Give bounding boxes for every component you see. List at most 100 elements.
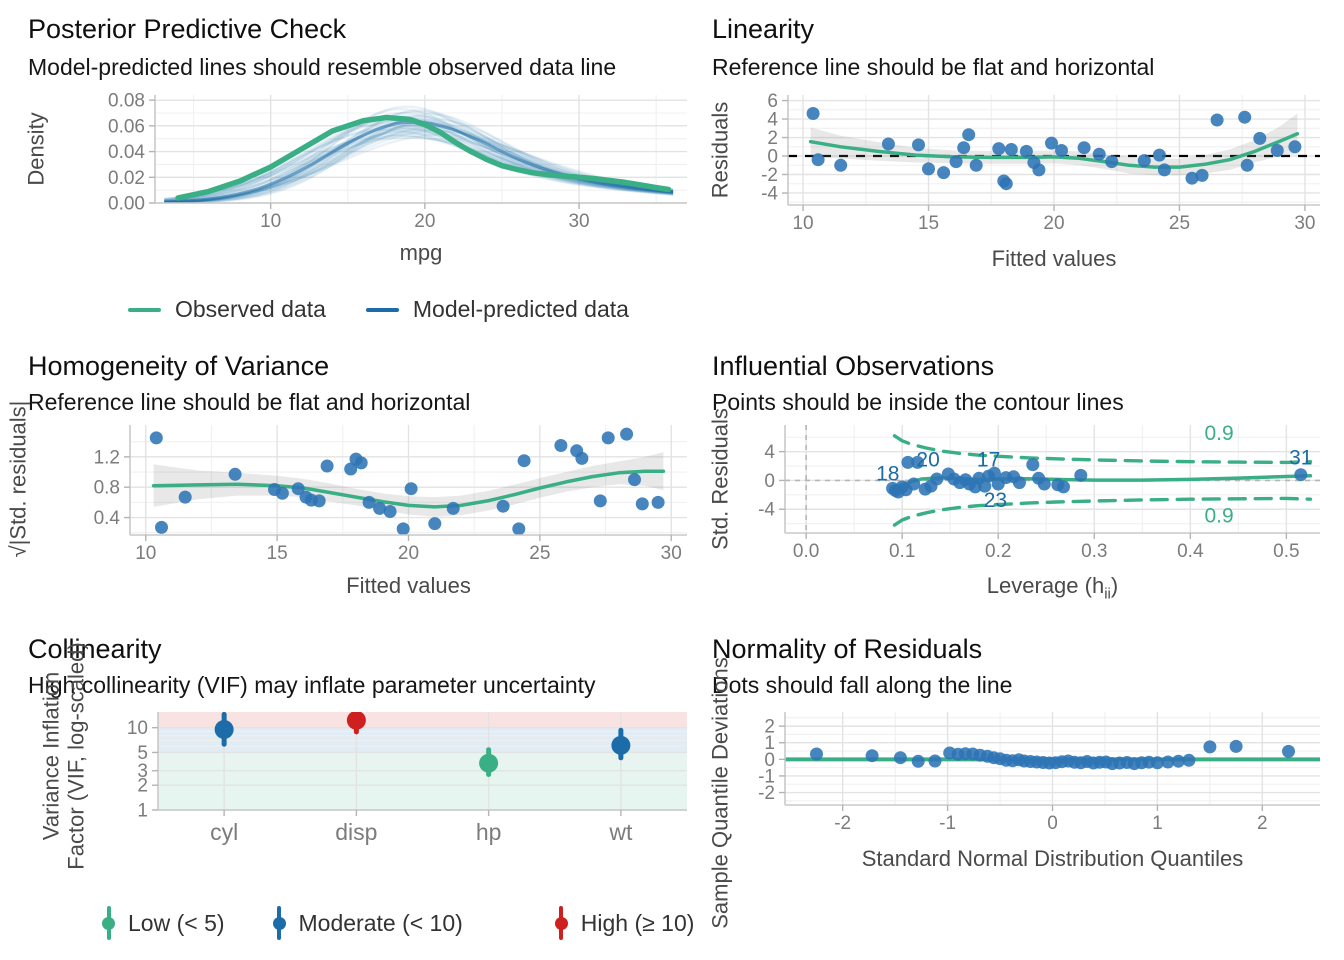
svg-text:wt: wt [608,819,633,845]
homogeneity-plot: 10 15 20 25 30 1.2 0.8 0.4 [94,425,687,564]
svg-text:6: 6 [767,91,778,112]
panel-homogeneity-of-variance: 10 15 20 25 30 1.2 0.8 0.4 Homogeneity of Varia… [0,345,700,628]
ppc-plot: 10 20 30 0.08 0.06 0.04 0.02 0.00 [108,91,687,232]
svg-text:0.0: 0.0 [793,541,819,562]
panel-normality-of-residuals: -2 -1 0 1 2 2 1 0 -1 -2 Normality of Residuals Do… [700,628,1344,960]
panel-title: Influential Observations [712,351,995,381]
y-axis-label: Density [23,112,49,186]
y-axis-label: Variance Inflation Factor (VIF, log-scal… [38,642,89,870]
svg-text:0.2: 0.2 [985,541,1011,562]
panel-subtitle: Reference line should be flat and horizo… [28,389,471,415]
svg-text:0.04: 0.04 [108,142,145,163]
svg-text:5: 5 [137,743,148,764]
panel-subtitle: Dots should fall along the line [712,672,1013,698]
svg-text:-4: -4 [758,500,775,521]
x-axis-label: Fitted values [991,246,1117,271]
svg-text:2: 2 [767,128,778,149]
legend-label: Observed data [175,296,326,322]
svg-text:cyl: cyl [210,819,238,845]
svg-text:0.1: 0.1 [889,541,915,562]
collinearity-plot: cyl disp hp wt 10 532 1 [127,712,687,845]
panel-title: Linearity [712,14,815,44]
svg-text:1.2: 1.2 [94,447,120,468]
model-predicted-line-swatch [365,307,399,312]
svg-text:23: 23 [984,489,1007,512]
legend-label: Low (< 5) [128,909,225,936]
svg-text:0.08: 0.08 [108,91,145,112]
svg-text:0.06: 0.06 [108,116,145,137]
svg-text:1: 1 [1152,813,1163,834]
high-pointrange-swatch [554,906,568,940]
svg-text:0.4: 0.4 [1177,541,1204,562]
panel-title: Normality of Residuals [712,634,983,664]
svg-text:30: 30 [1294,213,1315,234]
panel-subtitle: Model-predicted lines should resemble ob… [28,54,617,80]
svg-text:-4: -4 [761,183,778,204]
legend-label: Model-predicted data [412,296,629,322]
svg-text:0.5: 0.5 [1273,541,1299,562]
x-axis-label: Leverage (hii) [986,573,1119,603]
svg-text:0.3: 0.3 [1081,541,1107,562]
panel-collinearity: cyl disp hp wt 10 5 3 2 1 Collinearity High coll… [0,628,700,960]
y-axis-label: √|Std. residuals| [5,400,31,558]
low-pointrange-swatch [102,906,115,940]
svg-text:0.9: 0.9 [1204,422,1233,445]
legend-item-moderate: Moderate (< 10) [272,906,463,940]
svg-text:-2: -2 [761,165,778,186]
svg-text:10: 10 [260,211,281,232]
ppc-legend: Observed data Model-predicted data [128,296,700,323]
svg-text:10: 10 [792,213,813,234]
svg-text:15: 15 [918,213,939,234]
x-axis-label: mpg [399,240,443,265]
x-axis-label: Standard Normal Distribution Quantiles [861,846,1244,871]
svg-text:0: 0 [1047,813,1058,834]
svg-text:0.00: 0.00 [108,194,145,215]
moderate-pointrange-swatch [272,906,286,940]
svg-text:20: 20 [414,211,435,232]
panel-subtitle: High collinearity (VIF) may inflate para… [28,672,596,698]
svg-text:1: 1 [137,801,148,822]
svg-text:0.4: 0.4 [94,508,121,529]
svg-text:10: 10 [135,543,156,564]
svg-text:30: 30 [661,543,682,564]
y-axis-label: Std. Residuals [707,408,733,550]
svg-text:2: 2 [764,717,775,738]
legend-item-observed: Observed data [128,296,326,323]
svg-text:0.9: 0.9 [1204,505,1233,528]
observed-line-swatch [128,307,161,312]
svg-text:4: 4 [767,110,778,131]
svg-text:1: 1 [764,733,775,754]
svg-text:30: 30 [568,211,589,232]
svg-text:20: 20 [1043,213,1064,234]
svg-text:-2: -2 [758,783,775,804]
svg-text:-1: -1 [939,813,956,834]
influential-plot: 18 20 17 23 31 0.9 0.9 0.0 0.1 0.2 0.3 0.4 0.5 4 0 -4 [758,422,1320,562]
y-axis-label: Sample Quantile Deviations [707,657,733,929]
panel-linearity: 10 15 20 25 30 6 4 2 0 -2 -4 Linearity Reference l… [700,0,1344,345]
svg-text:10: 10 [127,718,148,739]
svg-text:4: 4 [764,442,775,463]
svg-text:0: 0 [764,471,775,492]
svg-text:18: 18 [876,463,899,486]
legend-label: Moderate (< 10) [298,909,463,936]
panel-influential-observations: 18 20 17 23 31 0.9 0.9 0.0 0.1 0.2 0.3 0.4 0.5 4 0 -4 I… [700,345,1344,628]
panel-title: Homogeneity of Variance [28,351,330,381]
svg-text:0: 0 [764,750,775,771]
legend-label: High (≥ 10) [580,909,695,936]
svg-text:-2: -2 [834,813,851,834]
panel-posterior-predictive-check: 10 20 30 0.08 0.06 0.04 0.02 0.00 Posterior Pre… [0,0,700,345]
svg-text:2: 2 [1257,813,1268,834]
svg-text:25: 25 [1169,213,1190,234]
svg-text:-1: -1 [758,766,775,787]
panel-subtitle: Points should be inside the contour line… [712,389,1124,415]
legend-item-high: High (≥ 10) [554,906,695,940]
y-axis-label: Residuals [707,101,733,199]
vif-legend: Low (< 5) Moderate (< 10) High (≥ 10) [102,906,700,940]
legend-item-low: Low (< 5) [102,906,225,940]
x-axis-label: Fitted values [346,573,471,598]
svg-text:2: 2 [137,776,148,797]
svg-text:3: 3 [137,761,148,782]
svg-text:31: 31 [1289,446,1312,469]
